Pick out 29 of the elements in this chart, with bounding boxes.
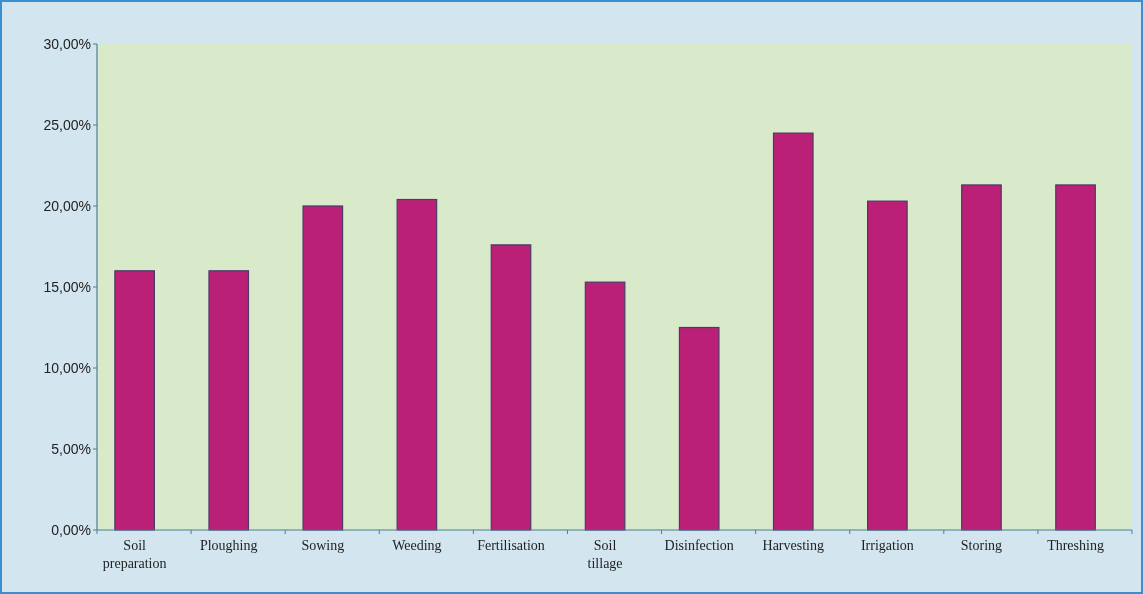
bar [678,326,720,531]
x-tick-label: Disinfection [664,538,734,553]
x-tick-label: Sowing [301,538,345,553]
x-tick-label: Threshing [1047,538,1104,553]
y-tick-label: 0,00% [51,521,91,538]
bar [302,205,344,531]
bar [867,200,908,531]
bar [208,270,250,531]
x-tick-label: Soil tillage [587,538,623,571]
bar [961,184,1002,531]
bar [396,198,438,531]
bar [1055,184,1096,531]
x-tick-label: Storing [960,538,1003,553]
x-tick-label: Soil preparation [102,538,167,571]
x-tick-label: Ploughing [199,538,258,553]
x-tick-label: Fertilisation [477,538,545,553]
y-tick-label: 25,00% [43,116,91,133]
y-tick-label: 20,00% [43,197,91,214]
x-tick-label: Harvesting [762,538,824,553]
y-tick-label: 5,00% [51,440,91,457]
x-tick-label: Weeding [392,538,442,553]
bar [490,244,532,531]
bar [584,281,626,531]
bar [114,270,155,531]
bar [772,132,814,531]
y-tick-label: 30,00% [43,35,91,52]
x-tick-label: Irrigation [860,538,914,553]
y-tick-label: 10,00% [43,359,91,376]
y-tick-label: 15,00% [43,278,91,295]
